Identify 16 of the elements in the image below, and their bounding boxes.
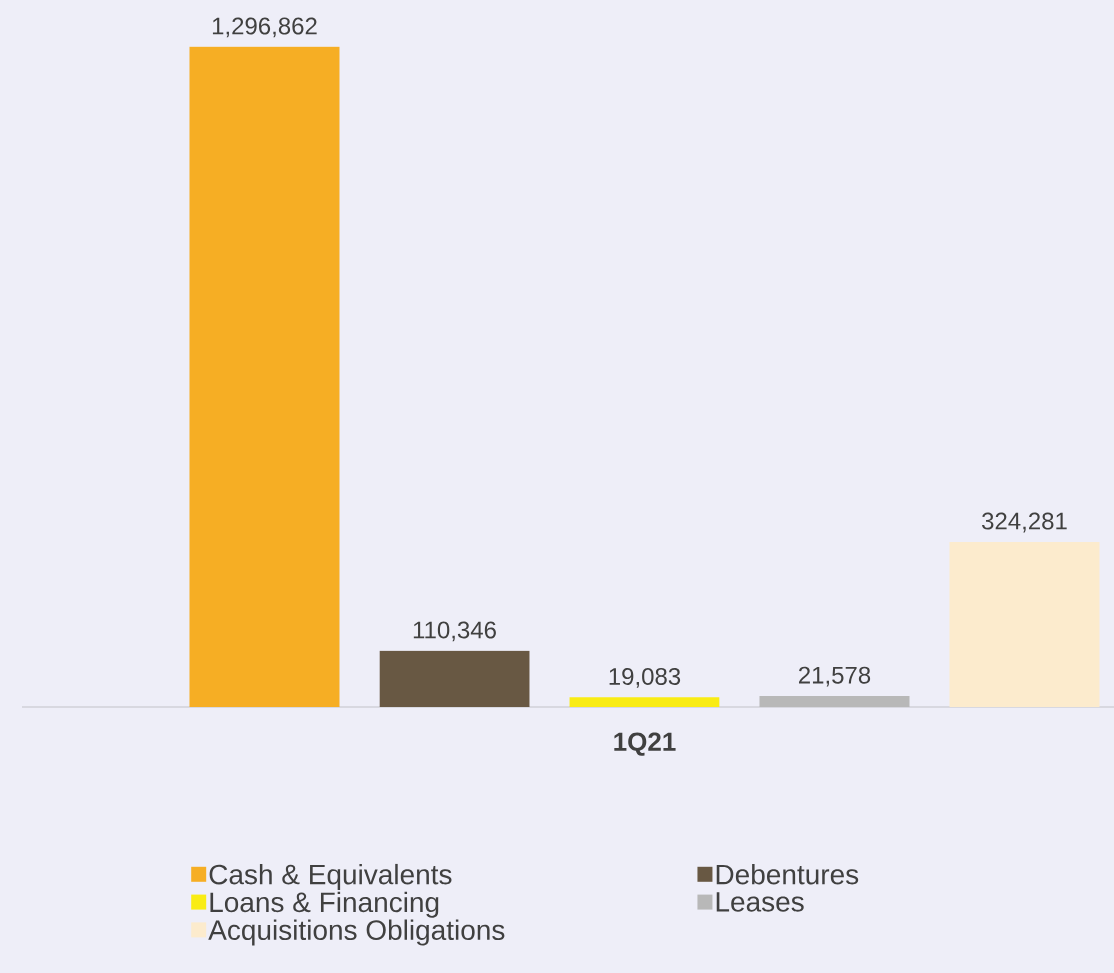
data-label: 324,281 (982, 512, 1067, 533)
data-label: 21,578 (798, 666, 871, 687)
bar (759, 696, 910, 707)
x-axis-title: 1Q21 (614, 732, 676, 756)
bar (569, 697, 720, 707)
data-label: 19,083 (609, 667, 681, 688)
legend-label: Acquisitions Obligations (208, 919, 505, 946)
bar (949, 541, 1100, 707)
legend-label: Debentures (716, 863, 859, 885)
legend-label: Cash & Equivalents (209, 863, 452, 890)
legend-label: Loans & Financing (210, 891, 439, 918)
legend-label: Leases (716, 892, 804, 912)
bar (379, 650, 530, 707)
data-label: 1,296,862 (212, 17, 317, 38)
data-label: 110,346 (413, 621, 496, 642)
bar (189, 46, 340, 707)
